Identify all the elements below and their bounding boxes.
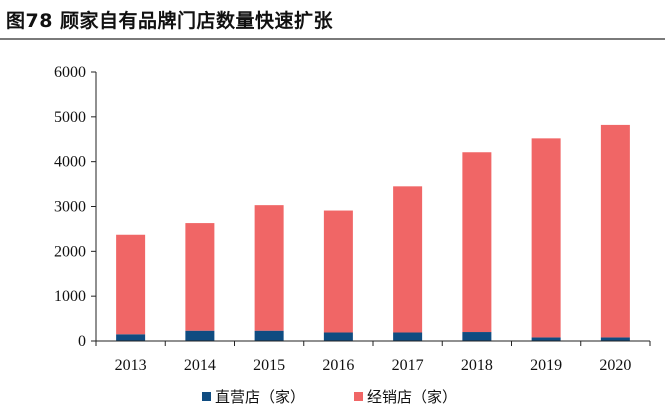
legend-swatch-1	[354, 392, 363, 401]
bar-2014-series-0	[185, 330, 215, 341]
y-tick-label-6000: 6000	[54, 64, 86, 81]
bar-2019-series-1	[531, 138, 561, 338]
bar-2013-series-1	[116, 234, 146, 335]
legend-swatch-0	[202, 392, 211, 401]
y-tick-label-4000: 4000	[54, 154, 86, 171]
axes-layer: 0 1000 2000 3000 4000 5000 6000 2013 2014 2015 201…	[54, 64, 651, 374]
stacked-bar-chart: 0 1000 2000 3000 4000 5000 6000 2013 2014 2015 201…	[54, 64, 651, 406]
bar-2016-series-0	[323, 332, 353, 341]
y-tick-label-2000: 2000	[54, 243, 86, 260]
bar-2019-series-0	[531, 337, 561, 341]
bar-2017-series-0	[393, 332, 423, 341]
bar-2016-series-1	[323, 210, 353, 333]
y-tick-label-3000: 3000	[54, 199, 86, 216]
x-tick-label-2015: 2015	[253, 357, 285, 374]
chart-title: 图78 顾家自有品牌门店数量快速扩张	[6, 10, 334, 32]
bar-2013-series-0	[116, 334, 146, 341]
bar-2015-series-0	[254, 330, 284, 341]
bar-2018-series-1	[462, 152, 492, 333]
x-tick-label-2018: 2018	[461, 357, 493, 374]
bar-2020-series-1	[600, 124, 630, 338]
bars-layer	[116, 124, 630, 341]
x-tick-label-2016: 2016	[322, 357, 354, 374]
x-tick-label-2013: 2013	[115, 357, 147, 374]
x-tick-label-2017: 2017	[392, 357, 424, 374]
bar-2014-series-1	[185, 223, 215, 331]
y-tick-label-0: 0	[78, 333, 86, 350]
title-divider	[0, 38, 665, 40]
bar-2015-series-1	[254, 205, 284, 331]
bar-2020-series-0	[600, 337, 630, 341]
x-tick-label-2019: 2019	[530, 357, 562, 374]
bar-2018-series-0	[462, 332, 492, 341]
y-tick-label-1000: 1000	[54, 288, 86, 305]
legend-label-0: 直营店（家）	[215, 388, 305, 406]
legend: 直营店（家） 经销店（家）	[202, 388, 457, 406]
x-tick-label-2020: 2020	[599, 357, 631, 374]
x-tick-label-2014: 2014	[184, 357, 216, 374]
legend-label-1: 经销店（家）	[367, 388, 457, 406]
y-tick-label-5000: 5000	[54, 109, 86, 126]
bar-2017-series-1	[393, 186, 423, 333]
